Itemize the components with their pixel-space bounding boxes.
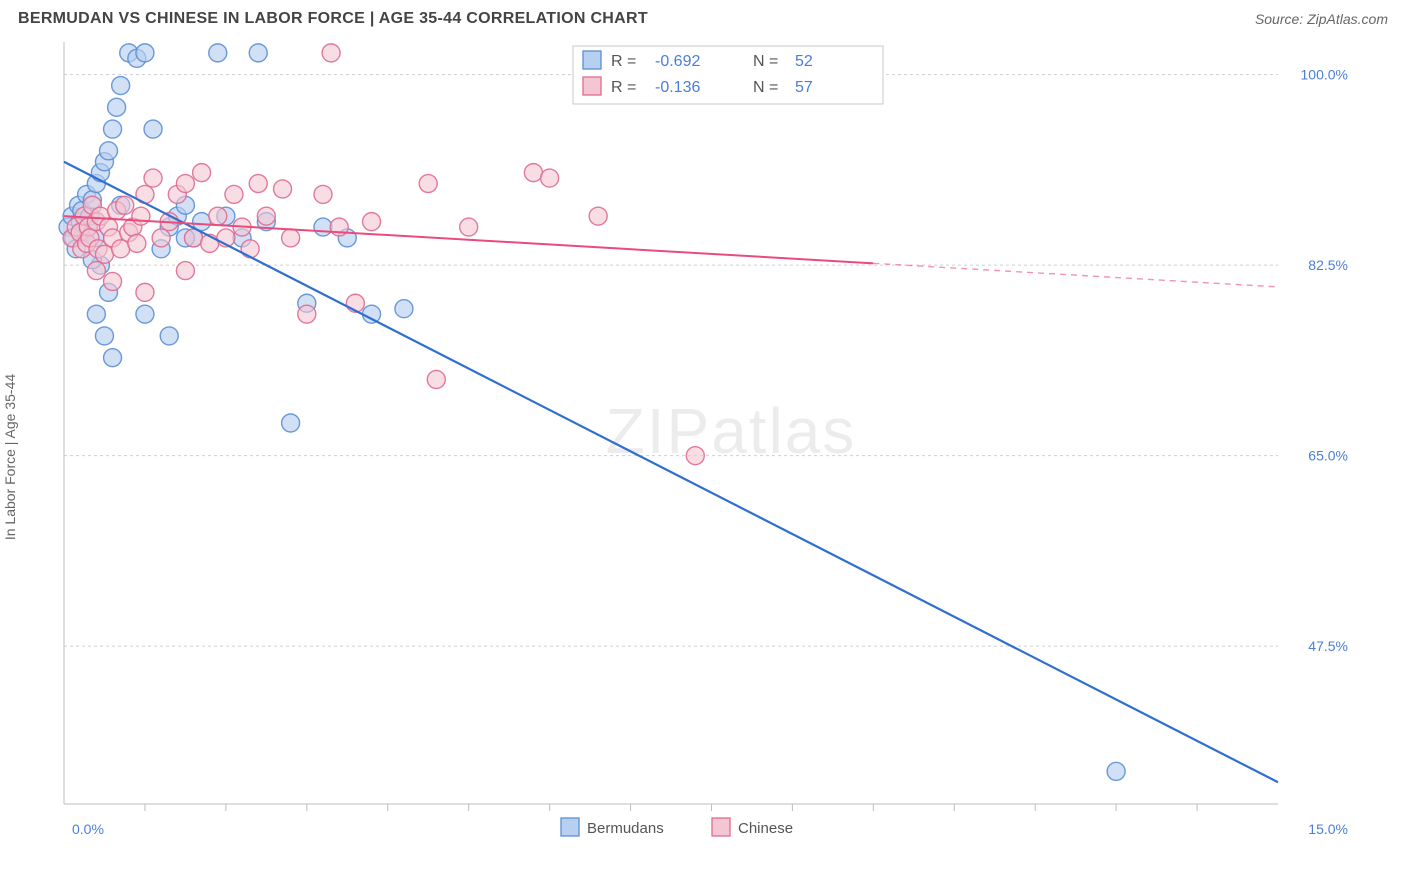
y-tick-label: 47.5% bbox=[1308, 638, 1348, 654]
data-point bbox=[363, 305, 381, 323]
legend-n-value: 52 bbox=[795, 53, 813, 70]
legend-r-label: R = bbox=[611, 79, 636, 96]
data-point bbox=[176, 175, 194, 193]
trend-line-ext bbox=[873, 263, 1278, 287]
data-point bbox=[363, 213, 381, 231]
data-point bbox=[128, 234, 146, 252]
data-point bbox=[460, 218, 478, 236]
series-swatch bbox=[712, 818, 730, 836]
chart-container: In Labor Force | Age 35-44 100.0%82.5%65… bbox=[18, 34, 1388, 864]
data-point bbox=[225, 185, 243, 203]
series-swatch bbox=[561, 818, 579, 836]
trend-line bbox=[64, 162, 1278, 782]
data-point bbox=[112, 240, 130, 258]
data-point bbox=[241, 240, 259, 258]
data-point bbox=[104, 120, 122, 138]
x-min-label: 0.0% bbox=[72, 821, 104, 837]
correlation-chart: 100.0% 82.5% 65.0% 47.5% 0.0% 15.0% ZIPatlas R … bbox=[18, 34, 1388, 864]
data-point bbox=[249, 175, 267, 193]
legend-swatch bbox=[583, 51, 601, 69]
legend-r-value: -0.692 bbox=[655, 53, 700, 70]
data-point bbox=[282, 414, 300, 432]
data-point bbox=[314, 185, 332, 203]
data-point bbox=[104, 272, 122, 290]
y-axis-label: In Labor Force | Age 35-44 bbox=[2, 374, 18, 540]
data-point bbox=[108, 98, 126, 116]
data-point bbox=[100, 142, 118, 160]
data-point bbox=[314, 218, 332, 236]
data-point bbox=[209, 207, 227, 225]
series-label: Chinese bbox=[738, 820, 793, 837]
data-point bbox=[282, 229, 300, 247]
data-point bbox=[160, 327, 178, 345]
data-point bbox=[87, 262, 105, 280]
data-point bbox=[541, 169, 559, 187]
x-max-label: 15.0% bbox=[1308, 821, 1348, 837]
y-tick-label: 82.5% bbox=[1308, 257, 1348, 273]
data-point bbox=[136, 283, 154, 301]
data-point bbox=[1107, 762, 1125, 780]
data-point bbox=[95, 327, 113, 345]
data-point bbox=[132, 207, 150, 225]
chart-header: BERMUDAN VS CHINESE IN LABOR FORCE | AGE… bbox=[0, 0, 1406, 34]
legend-swatch bbox=[583, 77, 601, 95]
y-tick-label: 100.0% bbox=[1301, 67, 1348, 83]
chart-title: BERMUDAN VS CHINESE IN LABOR FORCE | AGE… bbox=[18, 10, 648, 28]
data-point bbox=[686, 447, 704, 465]
data-point bbox=[136, 305, 154, 323]
data-point bbox=[257, 207, 275, 225]
data-point bbox=[95, 245, 113, 263]
legend-n-value: 57 bbox=[795, 79, 813, 96]
legend-n-label: N = bbox=[753, 79, 778, 96]
data-point bbox=[144, 120, 162, 138]
data-point bbox=[116, 196, 134, 214]
data-point bbox=[395, 300, 413, 318]
data-point bbox=[209, 44, 227, 62]
data-point bbox=[87, 305, 105, 323]
data-point bbox=[193, 164, 211, 182]
data-point bbox=[274, 180, 292, 198]
source-label: Source: ZipAtlas.com bbox=[1255, 11, 1388, 27]
data-point bbox=[298, 305, 316, 323]
data-point bbox=[112, 77, 130, 95]
data-point bbox=[524, 164, 542, 182]
data-point bbox=[427, 370, 445, 388]
legend-n-label: N = bbox=[753, 53, 778, 70]
y-tick-label: 65.0% bbox=[1308, 448, 1348, 464]
data-point bbox=[322, 44, 340, 62]
legend-r-value: -0.136 bbox=[655, 79, 700, 96]
data-point bbox=[144, 169, 162, 187]
series-label: Bermudans bbox=[587, 820, 664, 837]
watermark: ZIPatlas bbox=[606, 395, 857, 467]
data-point bbox=[176, 262, 194, 280]
legend-r-label: R = bbox=[611, 53, 636, 70]
data-point bbox=[419, 175, 437, 193]
data-point bbox=[249, 44, 267, 62]
data-point bbox=[104, 349, 122, 367]
data-point bbox=[589, 207, 607, 225]
data-point bbox=[152, 229, 170, 247]
data-point bbox=[136, 44, 154, 62]
